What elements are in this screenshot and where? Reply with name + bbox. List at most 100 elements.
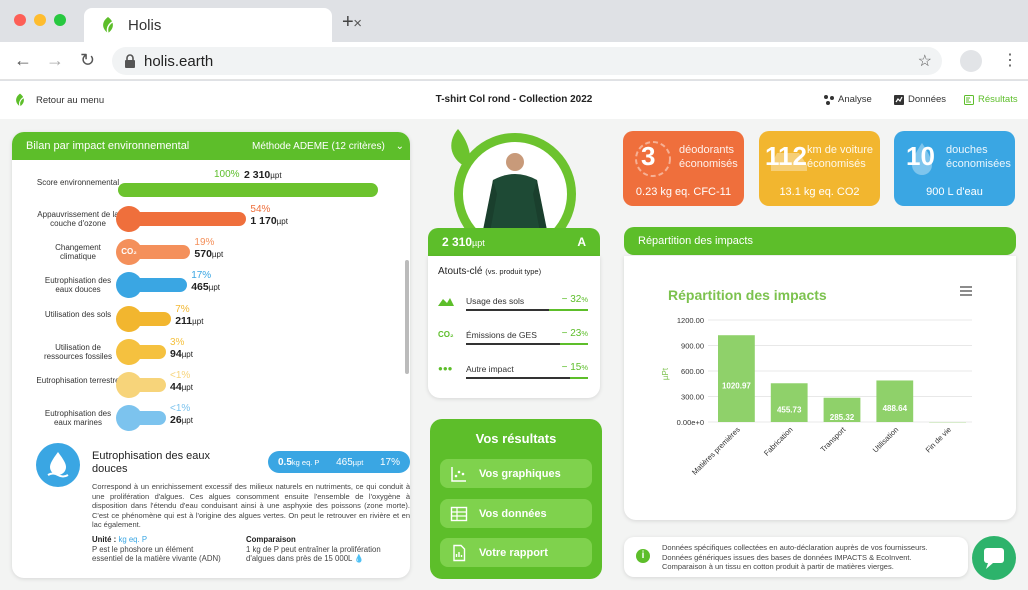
analysis-icon [824,94,834,105]
data-label: 285.32 [830,413,855,422]
data-icon [894,94,904,105]
data-button[interactable]: Vos données [440,499,592,528]
results-icon [964,94,974,105]
nav-resultats-label: Résultats [978,94,1018,105]
nav-donnees[interactable]: Données [894,94,946,105]
rows-scrollbar[interactable] [405,260,409,374]
chart-bar [876,380,914,422]
nav-analyse[interactable]: Analyse [824,94,872,105]
ozone-icon [635,141,671,177]
marine-icon [116,405,142,431]
detail-pct: 17% [379,456,400,468]
info-note: i Données spécifiques collectées en auto… [624,537,968,577]
impact-value: 211µpt [175,315,204,327]
atout-progress [559,343,588,345]
comparison-block: Comparaison 1 kg de P peut entraîner la … [246,535,402,564]
impact-pct: 7% [175,304,190,315]
atout-value: − 15% [561,362,588,373]
kpi-bottom: 13.1 kg eq. CO2 [779,186,860,198]
impact-value: 570µpt [194,248,224,260]
kpi-value: 3 [641,141,656,171]
impact-value: 26µpt [170,414,193,426]
bookmark-star-icon[interactable]: ☆ [917,53,932,70]
impact-label: Eutrophisation des eaux douces [44,276,112,294]
results-title: Vos résultats [475,431,557,446]
bar-chart: 0.00e+0 300.00 600.00 900.00 1200.00 µPt 1020.… [661,316,972,477]
browser-menu-icon[interactable]: ⋮ [1002,52,1018,69]
detail-title: Eutrophisation des eaux douces [92,450,211,475]
impact-pct: 54% [250,204,271,215]
report-icon [453,544,466,561]
app-header: Retour au menu T-shirt Col rond - Collec… [0,81,1028,119]
close-window-button[interactable] [14,14,26,26]
co2-icon: CO₂ [116,239,142,265]
holis-logo-icon [103,17,115,34]
back-to-menu-link[interactable]: Retour au menu [12,92,104,108]
score-label: Score environnemental [36,178,120,187]
chat-button[interactable] [972,536,1016,580]
detail-points: 465µpt [336,456,364,468]
impact-label: Utilisation de ressources fossiles [43,343,113,361]
maximize-window-button[interactable] [54,14,66,26]
dots-icon: ●●● [438,364,453,373]
nav-resultats[interactable]: Résultats [964,94,1018,105]
method-label: Méthode ADEME (12 critères) [252,140,385,152]
holis-logo-icon [16,93,26,107]
y-axis-label: µPt [661,367,670,380]
y-tick-label: 1200.00 [677,316,704,325]
impact-value: 44µpt [170,381,193,393]
chart-bar [770,383,808,422]
info-line: Données spécifiques collectées en auto-d… [662,543,928,552]
impact-pct: <1% [170,370,191,381]
address-bar[interactable]: holis.earth ☆ [112,47,942,75]
impact-bar [130,278,188,292]
y-tick-label: 900.00 [681,342,704,351]
kpi-card-deodorants: 3 déodorants économisés 0.23 kg eq. CFC-… [623,131,744,206]
minimize-window-button[interactable] [34,14,46,26]
bilan-card: Bilan par impact environnemental Méthode… [12,132,410,578]
detail-amount: 0.5kg eq. P [278,456,320,468]
impact-pct: 17% [191,270,212,281]
kpi-value: 112 [765,141,807,171]
kpi-card-showers: 10 douches économisées 900 L d'eau [894,131,1015,206]
atout-line [466,343,588,345]
score-bar [118,183,378,197]
chart-bar [929,422,966,423]
browser-tab[interactable]: Holis × [84,8,362,42]
unit-label: Unité : [92,535,117,544]
fossil-icon [116,339,142,365]
atout-label: Usage des sols [466,296,525,306]
score-value: 2 310µpt [244,169,282,181]
close-tab-icon[interactable]: × [353,15,362,32]
report-button[interactable]: Votre rapport [440,538,592,567]
x-tick-label: Matières premières [690,425,742,477]
data-label: 488.64 [883,404,908,413]
back-arrow-icon[interactable]: ← [14,50,32,70]
hamburger-menu-icon[interactable] [960,286,972,296]
new-tab-button[interactable]: + [342,11,354,33]
graphs-button[interactable]: Vos graphiques [440,459,592,488]
nav-analyse-label: Analyse [838,94,872,105]
impact-value: 94µpt [170,348,193,360]
info-line: Données génériques issues des bases de d… [662,552,912,562]
atout-value: − 23% [561,328,588,339]
detail-summary-pill: 0.5kg eq. P 465µpt 17% [268,451,410,473]
y-tick-label: 300.00 [681,393,704,402]
tshirt-image [483,153,547,232]
x-tick-label: Fabrication [762,425,795,458]
reload-icon[interactable]: ↻ [80,50,96,70]
chat-icon [984,548,1004,569]
kpi-value: 10 [906,141,935,171]
comparison-label: Comparaison [246,535,296,544]
icon-text: CO₂ [121,247,137,256]
forward-arrow-icon[interactable]: → [46,50,64,70]
impact-pct: 19% [194,237,215,248]
method-selector[interactable]: Méthode ADEME (12 critères) ⌄ [252,141,404,152]
results-card: Vos résultats Vos graphiques Vos données… [430,419,602,579]
info-line: Comparaison à un tissu en cotton produit… [662,562,894,571]
profile-avatar[interactable] [960,50,982,72]
graphs-button-label: Vos graphiques [479,467,561,480]
bilan-title: Bilan par impact environnemental [26,140,190,152]
unit-text: P est le phoshore un élément essentiel d… [92,544,221,564]
browser-toolbar: ← → ↻ holis.earth ☆ ⋮ [0,42,1028,80]
